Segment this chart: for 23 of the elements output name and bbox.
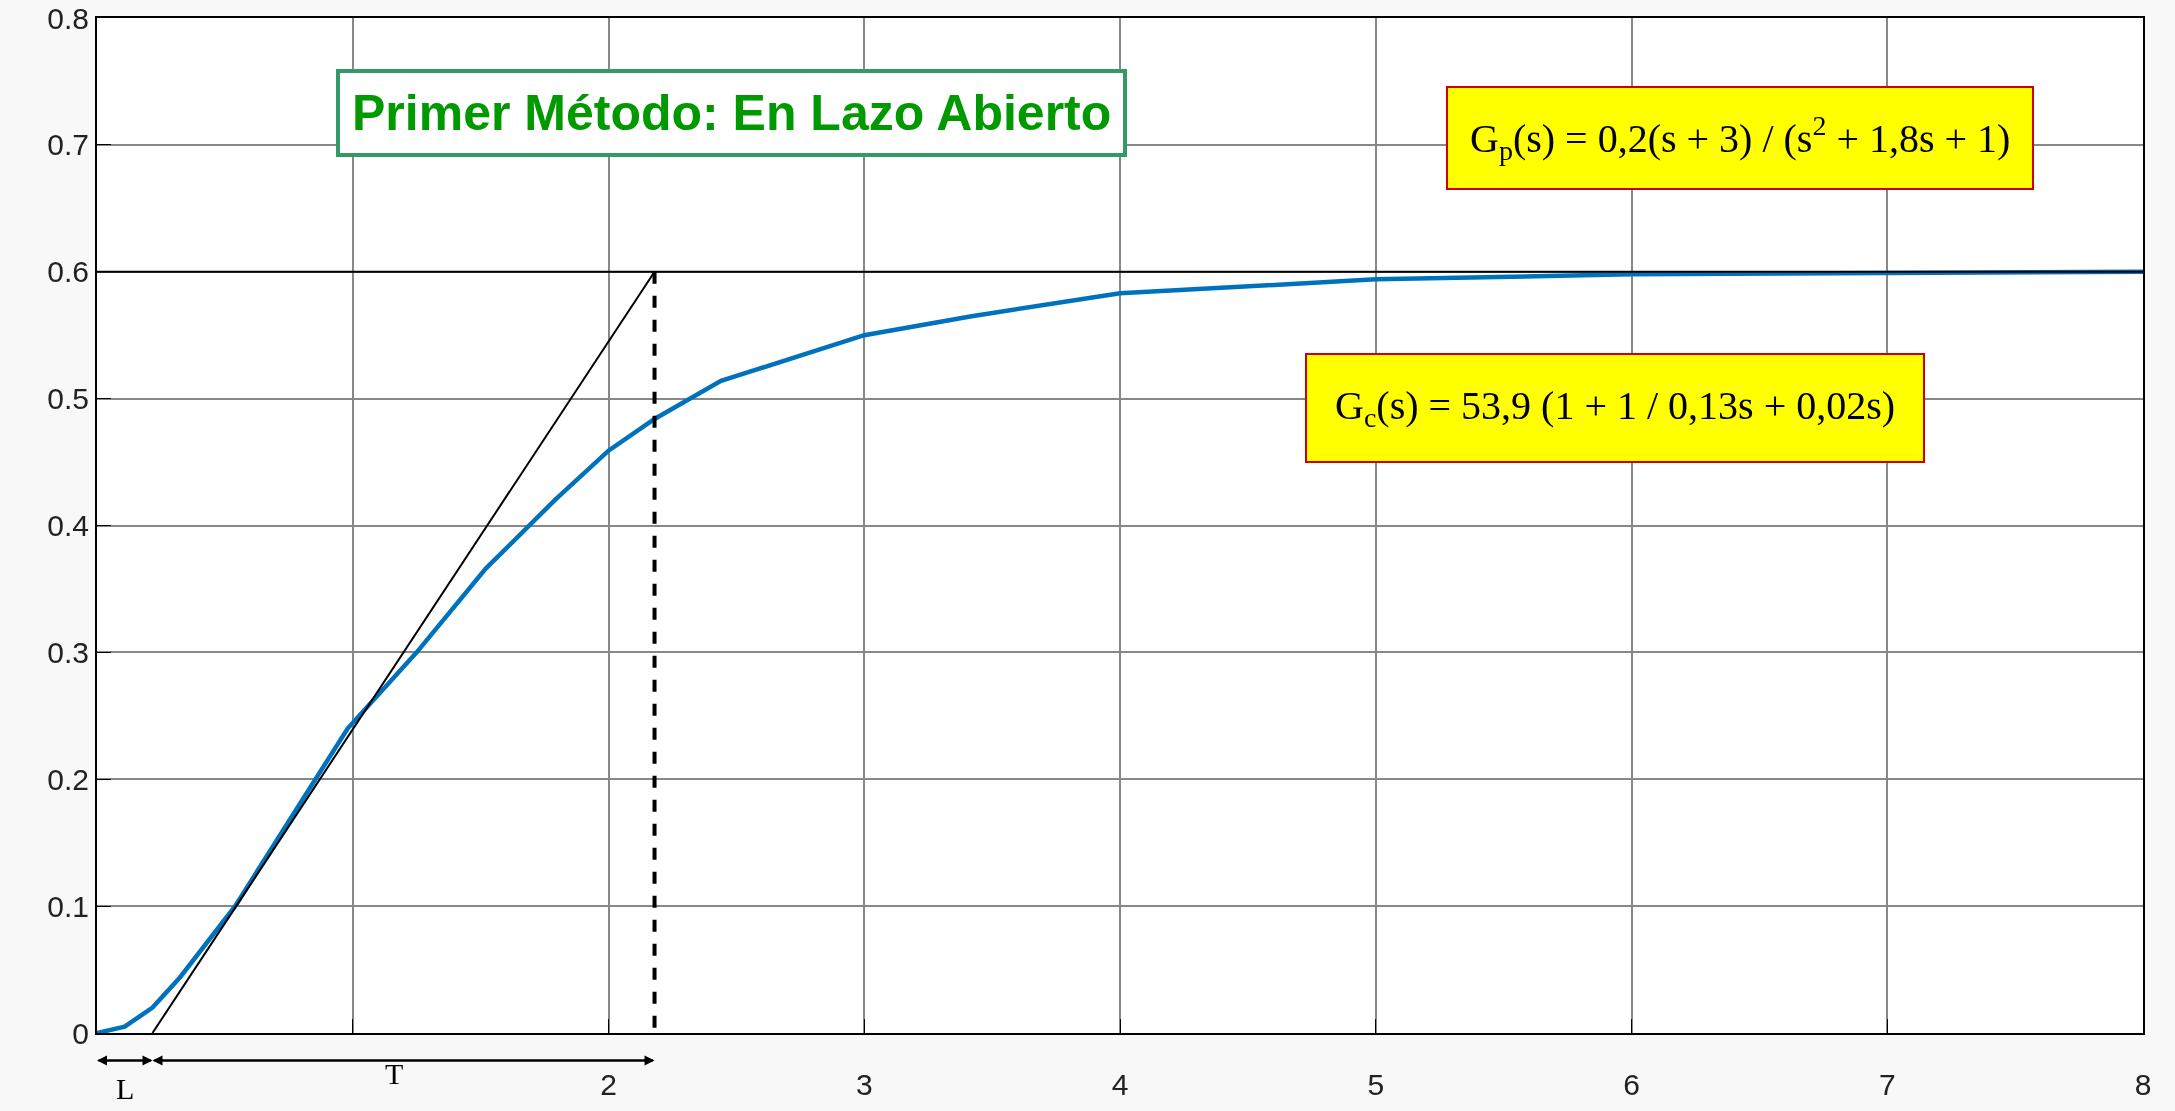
annotation: G$_{c}$(s) = 53,9 (1 + 1 / 0,13s + 0,02s)	[1335, 383, 1896, 434]
y-tick-label: 0	[72, 1016, 89, 1050]
y-tick-label: 0.6	[47, 255, 89, 289]
x-tick-label: 6	[1623, 1068, 1640, 1101]
text: L	[116, 1072, 135, 1105]
x-tick-label: 8	[2134, 1068, 2152, 1101]
formula-box: G$_{c}$(s) = 53,9 (1 + 1 / 0,13s + 0,02s)	[1305, 353, 1925, 463]
y-tick-label: 0.8	[47, 1, 89, 35]
y-tick-label: 0.1	[47, 889, 89, 923]
y-tick-label: 0.2	[47, 762, 89, 796]
x-tick-label: 3	[855, 1068, 873, 1101]
text: T	[385, 1057, 404, 1090]
x-tick-label: 7	[1878, 1068, 1896, 1101]
y-tick-label: 0.3	[47, 635, 89, 669]
y-tick-label: 0.4	[47, 509, 89, 542]
x-tick-label: 4	[1111, 1068, 1129, 1101]
y-tick-label: 0.7	[47, 128, 89, 162]
x-tick-label: 2	[600, 1068, 617, 1101]
y-tick-label: 0.5	[47, 382, 89, 416]
annotation: G$_{p}$(s) = 0,2(s + 3) / (s$^{2}$ + 1,8s + 1)	[1470, 110, 2011, 167]
formula-box: G$_{p}$(s) = 0,2(s + 3) / (s$^{2}$ + 1,8s + 1)	[1446, 86, 2034, 190]
formula-box: Primer Método: En Lazo Abierto	[336, 69, 1127, 157]
x-tick-label: 5	[1367, 1068, 1385, 1101]
